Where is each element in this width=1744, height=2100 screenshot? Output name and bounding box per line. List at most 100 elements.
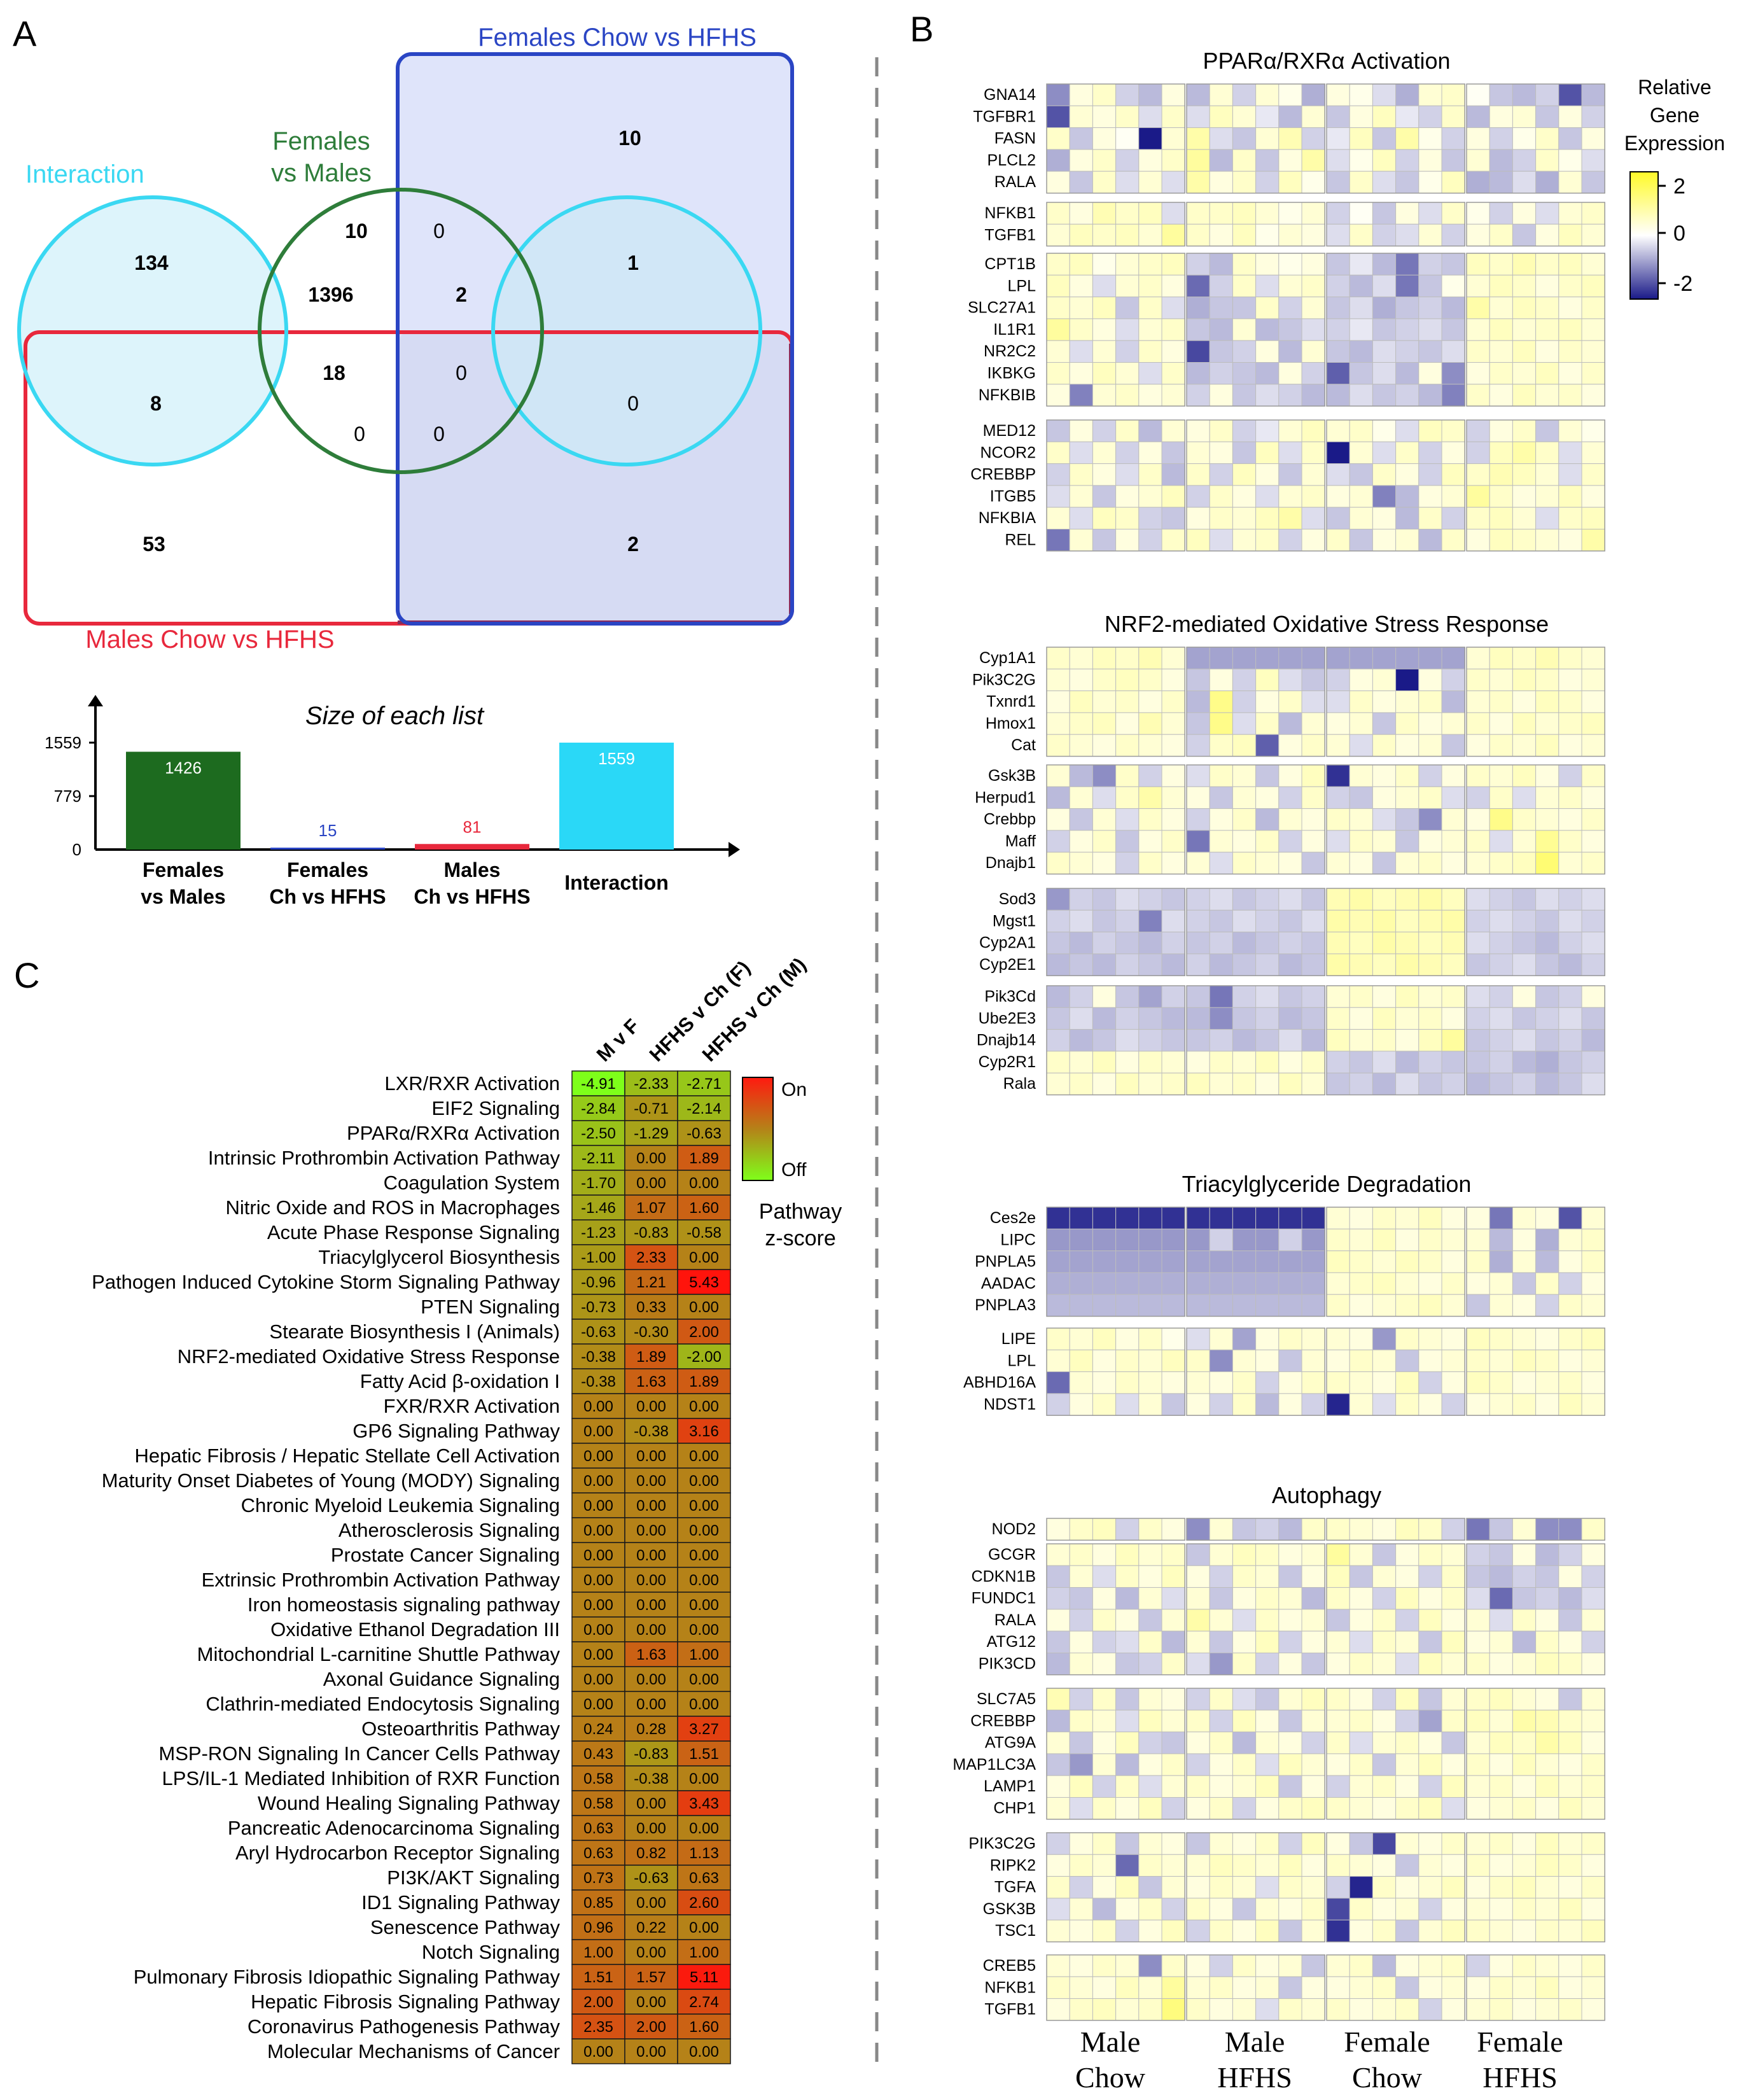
heatmap-cluster-frame (1466, 764, 1605, 875)
expression-cell (1466, 1688, 1490, 1711)
expression-cell (1489, 127, 1513, 150)
expression-cell (1186, 690, 1210, 713)
expression-cell (1372, 529, 1397, 552)
expression-cell (1115, 1250, 1140, 1273)
expression-cell (1209, 808, 1233, 831)
expression-cell (1115, 83, 1140, 106)
expression-cell (1209, 786, 1233, 809)
expression-cell (1186, 1876, 1210, 1899)
expression-cell (1489, 1998, 1513, 2021)
pathway-name: Clathrin-mediated Endocytosis Signaling (206, 1693, 560, 1715)
panel-label-b: B (910, 9, 933, 49)
zscore-value: 0.00 (689, 1919, 719, 1936)
expression-cell (1466, 668, 1490, 692)
expression-cell (1161, 1609, 1185, 1632)
gene-label: PNPLA3 (975, 1296, 1036, 1314)
expression-cell (1161, 953, 1185, 976)
expression-cell (1349, 647, 1373, 669)
expression-cell (1418, 83, 1442, 106)
expression-cell (1209, 1518, 1233, 1541)
expression-cell (1069, 1294, 1093, 1317)
heatmap-cluster-frame (1186, 83, 1325, 194)
zscore-value: -0.38 (581, 1373, 616, 1390)
expression-cell (1186, 1543, 1210, 1566)
expression-cell (1069, 297, 1093, 319)
heatmap-block-title: PPARα/RXRα Activation (1203, 48, 1450, 74)
expression-cell (1301, 1272, 1325, 1295)
expression-cell (1418, 127, 1442, 150)
expression-cell (1186, 507, 1210, 530)
size-bar-value: 1559 (598, 749, 635, 768)
expression-cell (1418, 1797, 1442, 1820)
expression-cell (1512, 1688, 1537, 1711)
venn-count: 0 (627, 392, 639, 415)
expression-cell (1326, 953, 1350, 976)
zscore-cell (624, 1567, 678, 1593)
zscore-value: -1.23 (581, 1224, 616, 1242)
expression-cell (1186, 318, 1210, 341)
expression-cell (1581, 1228, 1605, 1252)
gene-label: ITGB5 (990, 487, 1036, 505)
expression-cell (1535, 1072, 1559, 1095)
expression-cell (1232, 909, 1257, 933)
expression-cell (1209, 1797, 1233, 1820)
zscore-legend-on: On (781, 1079, 807, 1100)
expression-cell (1161, 253, 1185, 276)
expression-cell (1278, 149, 1302, 172)
expression-cell (1069, 1393, 1093, 1416)
expression-cell (1232, 485, 1257, 508)
expression-cell (1418, 1653, 1442, 1676)
expression-cell (1326, 83, 1350, 106)
expression-cell (1489, 851, 1513, 874)
zscore-value: 0.00 (583, 1696, 613, 1713)
heatmap-cluster-frame (1466, 253, 1605, 407)
expression-cell (1349, 1371, 1373, 1394)
heatmap-cluster-frame (1046, 888, 1185, 976)
expression-cell (1209, 647, 1233, 669)
expression-cell (1278, 1753, 1302, 1776)
expression-cell (1255, 318, 1280, 341)
expression-cell (1512, 909, 1537, 933)
heatmap-cluster-frame (1466, 1207, 1605, 1317)
expression-cell (1209, 253, 1233, 276)
expression-cell (1115, 1294, 1140, 1317)
expression-cell (1301, 1228, 1325, 1252)
expression-cell (1046, 764, 1070, 787)
gene-label: Hmox1 (986, 715, 1036, 732)
expression-cell (1209, 297, 1233, 319)
expression-cell (1186, 1371, 1210, 1394)
expression-cell (1395, 932, 1420, 955)
gene-label: CDKN1B (972, 1567, 1036, 1585)
expression-cell (1161, 1832, 1185, 1855)
expression-cell (1558, 1371, 1582, 1394)
expression-cell (1489, 953, 1513, 976)
zscore-value: -0.63 (634, 1870, 669, 1887)
expression-cell (1161, 340, 1185, 363)
expression-cell (1512, 83, 1537, 106)
expression-cell (1512, 274, 1537, 298)
expression-cell (1441, 1250, 1465, 1273)
expression-cell (1232, 340, 1257, 363)
expression-cell (1092, 1207, 1117, 1229)
expression-cell (1558, 808, 1582, 831)
zscore-cell (677, 1790, 731, 1816)
expression-cell (1581, 419, 1605, 442)
expression-cell (1209, 1854, 1233, 1877)
expression-cell (1138, 1029, 1162, 1052)
zscore-value: 0.00 (583, 1671, 613, 1688)
expression-cell (1535, 1854, 1559, 1877)
expression-cell (1209, 851, 1233, 874)
zscore-value: 0.00 (689, 1547, 719, 1564)
expression-cell (1489, 1630, 1513, 1653)
expression-cell (1349, 734, 1373, 757)
expression-cell (1395, 1998, 1420, 2021)
size-bar (270, 848, 385, 850)
expression-cell (1046, 1327, 1070, 1350)
expression-cell (1138, 463, 1162, 486)
zscore-value: 0.00 (583, 1646, 613, 1663)
expression-cell (1115, 1349, 1140, 1373)
expression-cell (1046, 932, 1070, 955)
expression-cell (1395, 1876, 1420, 1899)
expression-cell (1232, 202, 1257, 225)
expression-cell (1232, 690, 1257, 713)
